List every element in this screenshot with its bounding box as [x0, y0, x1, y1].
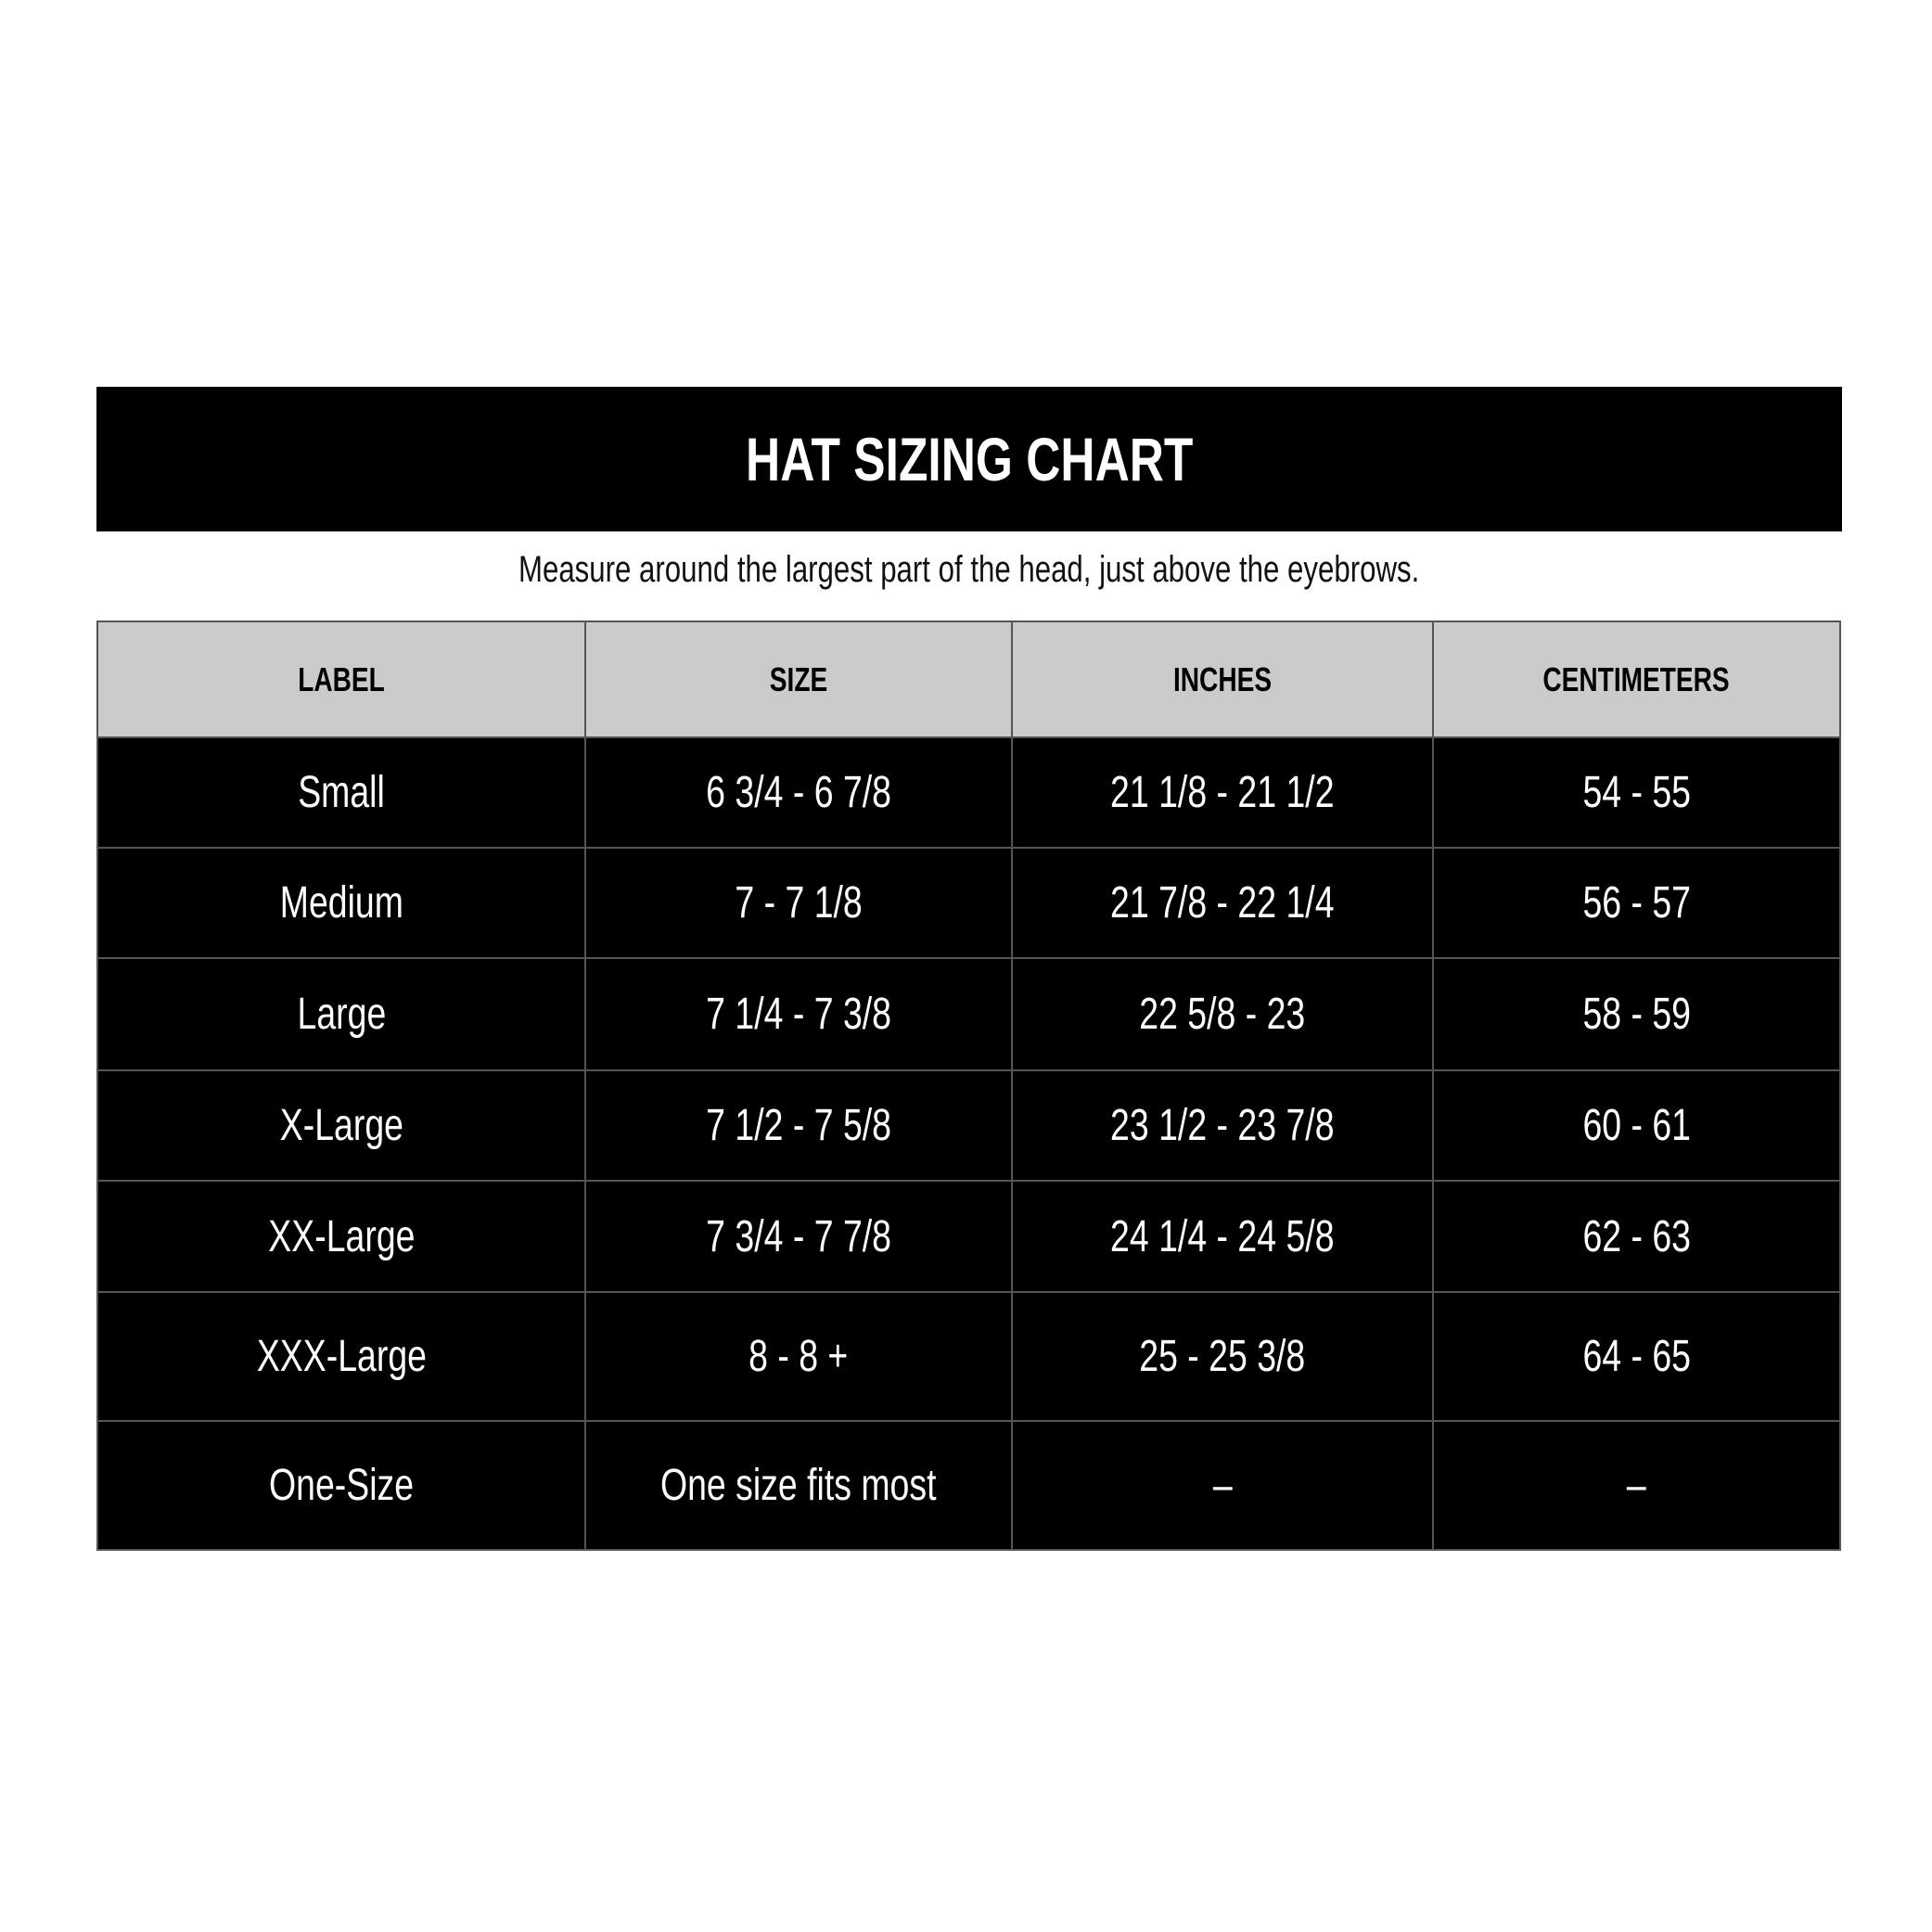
- table-row: Large 7 1/4 - 7 3/8 22 5/8 - 23 58 - 59: [96, 957, 1841, 1071]
- cell-text: 64 - 65: [1582, 1332, 1691, 1381]
- cell-text: 7 1/2 - 7 5/8: [706, 1101, 891, 1150]
- cell-text: 54 - 55: [1582, 768, 1691, 817]
- table-cell: 58 - 59: [1432, 957, 1841, 1071]
- table-cell: 7 3/4 - 7 7/8: [584, 1180, 1013, 1293]
- cell-text: X-Large: [279, 1101, 403, 1150]
- table-cell: 7 1/4 - 7 3/8: [584, 957, 1013, 1071]
- table-cell: XX-Large: [96, 1180, 586, 1293]
- cell-text: XX-Large: [267, 1211, 416, 1261]
- table-cell: 7 - 7 1/8: [584, 847, 1013, 959]
- cell-text: 6 3/4 - 6 7/8: [706, 768, 891, 817]
- cell-text: Medium: [279, 878, 403, 928]
- table-cell: 6 3/4 - 6 7/8: [584, 736, 1013, 849]
- column-header: LABEL: [96, 621, 586, 738]
- table-cell: Medium: [96, 847, 586, 959]
- column-header: CENTIMETERS: [1432, 621, 1841, 738]
- table-cell: One size fits most: [584, 1420, 1013, 1551]
- cell-text: 56 - 57: [1582, 878, 1691, 928]
- table-cell: XXX-Large: [96, 1291, 586, 1422]
- cell-text: One size fits most: [660, 1461, 937, 1510]
- table-row: XXX-Large 8 - 8 + 25 - 25 3/8 64 - 65: [96, 1291, 1841, 1422]
- table-cell: 54 - 55: [1432, 736, 1841, 849]
- table-cell: 24 1/4 - 24 5/8: [1011, 1180, 1434, 1293]
- table-cell: 60 - 61: [1432, 1069, 1841, 1182]
- cell-text: –: [1627, 1461, 1646, 1510]
- cell-text: One-Size: [268, 1461, 415, 1510]
- subtitle-text: Measure around the largest part of the h…: [518, 549, 1420, 590]
- cell-text: 7 1/4 - 7 3/8: [706, 990, 891, 1039]
- table-cell: 7 1/2 - 7 5/8: [584, 1069, 1013, 1182]
- page-title: HAT SIZING CHART: [745, 425, 1194, 493]
- cell-text: 8 - 8 +: [748, 1332, 849, 1381]
- cell-text: –: [1212, 1461, 1233, 1510]
- table-cell: 23 1/2 - 23 7/8: [1011, 1069, 1434, 1182]
- table-row: X-Large 7 1/2 - 7 5/8 23 1/2 - 23 7/8 60 - …: [96, 1069, 1841, 1182]
- cell-text: 24 1/4 - 24 5/8: [1110, 1211, 1335, 1261]
- table-cell: –: [1011, 1420, 1434, 1551]
- table-cell: Large: [96, 957, 586, 1071]
- table-row: One-Size One size fits most – –: [96, 1420, 1841, 1551]
- cell-text: 7 - 7 1/8: [735, 878, 863, 928]
- table-cell: 8 - 8 +: [584, 1291, 1013, 1422]
- cell-text: 21 1/8 - 21 1/2: [1110, 768, 1335, 817]
- column-header: INCHES: [1011, 621, 1434, 738]
- size-table: LABEL SIZE INCHES CENTIMETERS Small 6 3/4…: [96, 621, 1841, 1551]
- cell-text: 7 3/4 - 7 7/8: [706, 1211, 891, 1261]
- table-cell: 62 - 63: [1432, 1180, 1841, 1293]
- table-cell: One-Size: [96, 1420, 586, 1551]
- table-cell: 56 - 57: [1432, 847, 1841, 959]
- header-row: LABEL SIZE INCHES CENTIMETERS: [96, 621, 1841, 738]
- table-row: Medium 7 - 7 1/8 21 7/8 - 22 1/4 56 - 57: [96, 847, 1841, 959]
- table-cell: X-Large: [96, 1069, 586, 1182]
- subtitle: Measure around the largest part of the h…: [96, 549, 1842, 595]
- cell-text: 25 - 25 3/8: [1139, 1332, 1306, 1381]
- table-cell: 64 - 65: [1432, 1291, 1841, 1422]
- table-cell: –: [1432, 1420, 1841, 1551]
- title-bar: HAT SIZING CHART: [96, 387, 1842, 531]
- column-header: SIZE: [584, 621, 1013, 738]
- cell-text: XXX-Large: [256, 1332, 427, 1381]
- table-cell: 25 - 25 3/8: [1011, 1291, 1434, 1422]
- cell-text: Small: [298, 768, 385, 817]
- table-cell: 21 7/8 - 22 1/4: [1011, 847, 1434, 959]
- table-cell: 21 1/8 - 21 1/2: [1011, 736, 1434, 849]
- cell-text: 62 - 63: [1582, 1211, 1691, 1261]
- cell-text: 23 1/2 - 23 7/8: [1110, 1101, 1335, 1150]
- cell-text: Large: [297, 990, 386, 1039]
- table-row: XX-Large 7 3/4 - 7 7/8 24 1/4 - 24 5/8 62 -…: [96, 1180, 1841, 1293]
- table-row: Small 6 3/4 - 6 7/8 21 1/8 - 21 1/2 54 - 55: [96, 736, 1841, 849]
- cell-text: 60 - 61: [1582, 1101, 1691, 1150]
- cell-text: 21 7/8 - 22 1/4: [1110, 878, 1335, 928]
- cell-text: 22 5/8 - 23: [1139, 990, 1306, 1039]
- table-cell: Small: [96, 736, 586, 849]
- table-cell: 22 5/8 - 23: [1011, 957, 1434, 1071]
- cell-text: 58 - 59: [1582, 990, 1691, 1039]
